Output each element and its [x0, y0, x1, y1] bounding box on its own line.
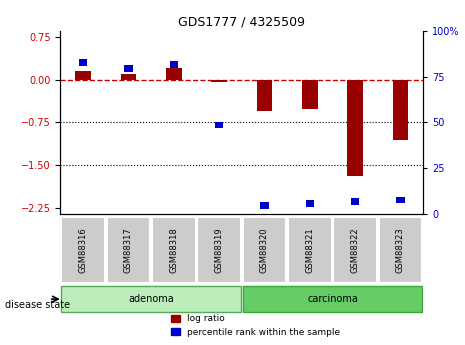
Bar	[396, 197, 405, 204]
Text: GSM88317: GSM88317	[124, 227, 133, 273]
FancyBboxPatch shape	[243, 217, 286, 283]
FancyBboxPatch shape	[288, 217, 332, 283]
FancyBboxPatch shape	[106, 217, 150, 283]
Bar	[166, 68, 182, 80]
Text: GSM88316: GSM88316	[79, 227, 87, 273]
Bar	[392, 80, 408, 140]
Bar	[215, 121, 223, 128]
Bar	[124, 65, 133, 72]
Bar	[120, 74, 136, 80]
Bar	[211, 80, 227, 82]
Bar	[257, 80, 272, 111]
FancyBboxPatch shape	[243, 286, 422, 313]
Text: GSM88320: GSM88320	[260, 227, 269, 273]
Bar	[347, 80, 363, 176]
Bar	[351, 198, 359, 205]
Text: GSM88323: GSM88323	[396, 227, 405, 273]
Bar	[306, 200, 314, 207]
Bar	[260, 202, 269, 209]
FancyBboxPatch shape	[379, 217, 422, 283]
Bar	[302, 80, 318, 109]
Text: disease state: disease state	[5, 300, 70, 310]
Text: GSM88319: GSM88319	[215, 227, 224, 273]
FancyBboxPatch shape	[333, 217, 377, 283]
FancyBboxPatch shape	[61, 217, 105, 283]
Title: GDS1777 / 4325509: GDS1777 / 4325509	[178, 16, 306, 29]
Text: adenoma: adenoma	[128, 294, 174, 304]
Text: GSM88318: GSM88318	[169, 227, 178, 273]
FancyBboxPatch shape	[197, 217, 241, 283]
Bar	[170, 61, 178, 68]
Bar	[75, 71, 91, 80]
Bar	[79, 59, 87, 66]
FancyBboxPatch shape	[152, 217, 196, 283]
Text: GSM88322: GSM88322	[351, 227, 359, 273]
Text: GSM88321: GSM88321	[306, 227, 314, 273]
FancyBboxPatch shape	[61, 286, 241, 313]
Legend: log ratio, percentile rank within the sample: log ratio, percentile rank within the sa…	[167, 311, 344, 341]
Text: carcinoma: carcinoma	[307, 294, 358, 304]
